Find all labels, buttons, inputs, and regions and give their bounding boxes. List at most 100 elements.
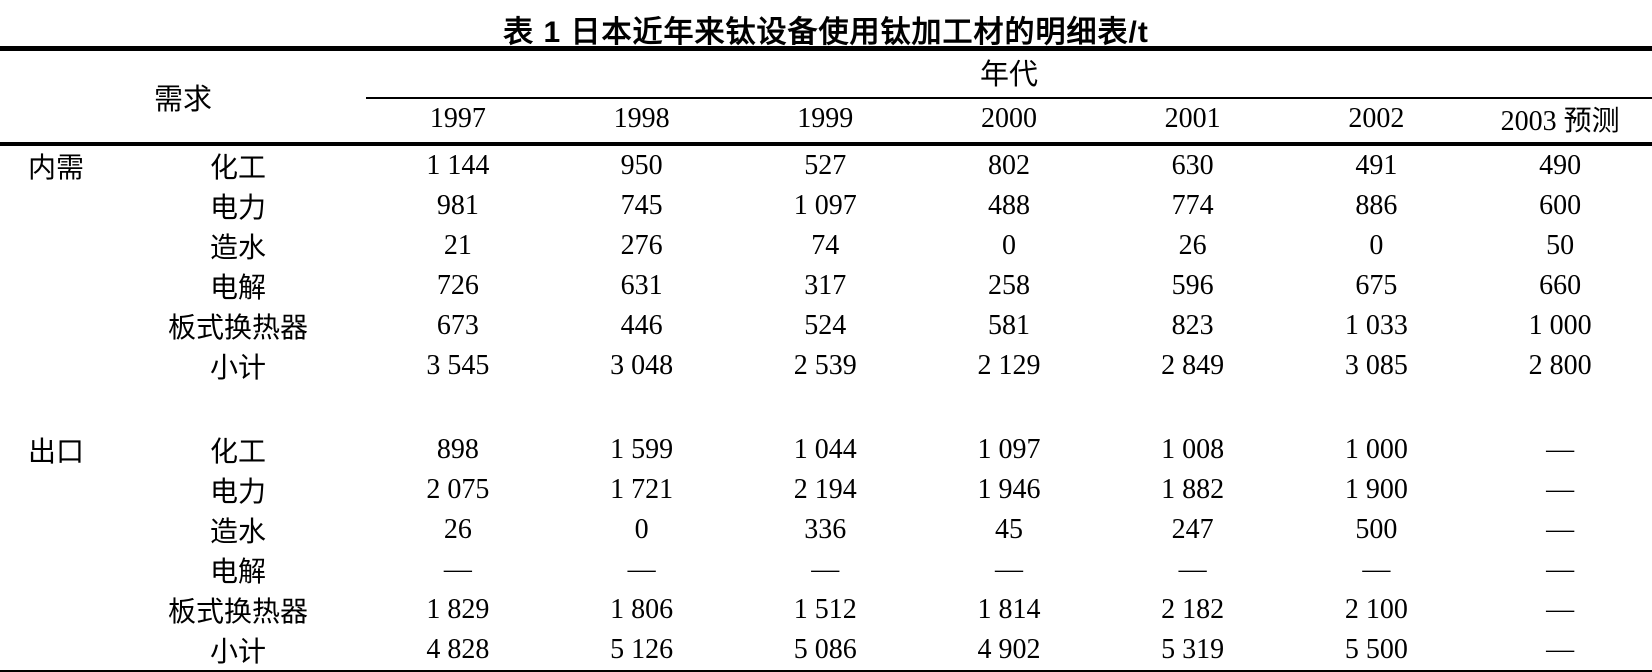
value-cell: 886	[1355, 190, 1398, 221]
value-cell: 4 902	[977, 634, 1041, 665]
value-cell: 630	[1171, 150, 1214, 181]
value-cell: 5 500	[1344, 634, 1408, 665]
value-cell: 446	[620, 310, 663, 341]
value-cell: 1 599	[610, 434, 674, 465]
section-label	[0, 590, 110, 630]
value-cell: 802	[987, 150, 1030, 181]
value-cell: —	[1178, 554, 1207, 585]
value-cell: 0	[1001, 230, 1016, 261]
table-row: 板式换热器 1 829 1 806 1 512 1 814 2 182 2 100 —	[0, 590, 1652, 630]
table-row: 出口 化工 898 1 599 1 044 1 097 1 008 1 000 —	[0, 430, 1652, 470]
value-cell: —	[1546, 594, 1575, 625]
value-cell: 1 806	[610, 594, 674, 625]
value-cell: 2 194	[793, 474, 857, 505]
value-cell: 1 946	[977, 474, 1041, 505]
section-spacer-row	[0, 386, 1652, 430]
value-cell: 1 097	[793, 190, 857, 221]
value-cell: 1 882	[1161, 474, 1225, 505]
value-cell: 0	[634, 514, 649, 545]
value-cell: 26	[1178, 230, 1207, 261]
value-cell: 2 129	[977, 350, 1041, 381]
value-cell: —	[443, 554, 472, 585]
value-cell: 1 000	[1528, 310, 1592, 341]
value-cell: 673	[436, 310, 479, 341]
value-cell: 981	[436, 190, 479, 221]
value-cell: 21	[443, 230, 472, 261]
table-row: 造水 21 276 74 0 26 0 50	[0, 226, 1652, 266]
column-header-era: 年代	[366, 48, 1652, 99]
value-cell: 2 182	[1161, 594, 1225, 625]
category-label: 造水	[210, 233, 267, 264]
column-header-year: 2003 预测	[1468, 98, 1652, 146]
category-label: 小计	[210, 637, 267, 668]
value-cell: 3 545	[426, 350, 490, 381]
table-title: 表 1 日本近年来钛设备使用钛加工材的明细表/t	[503, 16, 1149, 49]
column-header-year: 1999	[733, 98, 918, 146]
value-cell: 660	[1539, 270, 1582, 301]
value-cell: 823	[1171, 310, 1214, 341]
value-cell: —	[994, 554, 1023, 585]
category-label: 电解	[210, 273, 267, 304]
header-row-years: 1997 1998 1999 2000 2001 2002 2003 预测	[0, 98, 1652, 146]
value-cell: 1 721	[610, 474, 674, 505]
section-label	[0, 346, 110, 386]
value-cell: 1 033	[1344, 310, 1408, 341]
value-cell: 2 849	[1161, 350, 1225, 381]
value-cell: 1 814	[977, 594, 1041, 625]
table-row: 电力 2 075 1 721 2 194 1 946 1 882 1 900 —	[0, 470, 1652, 510]
value-cell: —	[1546, 634, 1575, 665]
category-label: 电力	[210, 193, 267, 224]
spacer-cell	[0, 386, 1652, 430]
table-row: 电解 — — — — — — —	[0, 550, 1652, 590]
value-cell: —	[1546, 554, 1575, 585]
value-cell: —	[1362, 554, 1391, 585]
value-cell: 5 126	[610, 634, 674, 665]
value-cell: 527	[804, 150, 847, 181]
section-label	[0, 266, 110, 306]
category-label: 电力	[210, 477, 267, 508]
value-cell: 317	[804, 270, 847, 301]
value-cell: 3 048	[610, 350, 674, 381]
value-cell: 5 319	[1161, 634, 1225, 665]
value-cell: 2 539	[793, 350, 857, 381]
table-header: 需求 年代 1997 1998 1999 2000 2001 2002 2003…	[0, 48, 1652, 146]
value-cell: 1 900	[1344, 474, 1408, 505]
category-label: 板式换热器	[168, 597, 309, 628]
value-cell: 276	[620, 230, 663, 261]
value-cell: 2 800	[1528, 350, 1592, 381]
table-row: 电力 981 745 1 097 488 774 886 600	[0, 186, 1652, 226]
value-cell: 2 100	[1344, 594, 1408, 625]
value-cell: —	[1546, 474, 1575, 505]
value-cell: 675	[1355, 270, 1398, 301]
category-label: 小计	[210, 353, 267, 384]
section-label	[0, 510, 110, 550]
value-cell: 600	[1539, 190, 1582, 221]
value-cell: 26	[443, 514, 472, 545]
value-cell: 336	[804, 514, 847, 545]
header-row-groups: 需求 年代	[0, 48, 1652, 146]
section-label: 出口	[28, 437, 85, 468]
value-cell: 1 008	[1161, 434, 1225, 465]
table-row: 电解 726 631 317 258 596 675 660	[0, 266, 1652, 306]
value-cell: 50	[1546, 230, 1575, 261]
column-header-year: 1998	[549, 98, 734, 146]
category-label: 造水	[210, 517, 267, 548]
table-row: 造水 26 0 336 45 247 500 —	[0, 510, 1652, 550]
section-label	[0, 550, 110, 590]
value-cell: 596	[1171, 270, 1214, 301]
value-cell: —	[1546, 514, 1575, 545]
value-cell: 74	[811, 230, 840, 261]
column-header-year: 2001	[1100, 98, 1285, 146]
column-header-year: 2002	[1284, 98, 1469, 146]
value-cell: 488	[987, 190, 1030, 221]
table-row: 内需 化工 1 144 950 527 802 630 491 490	[0, 144, 1652, 186]
section-label	[0, 470, 110, 510]
value-cell: 1 829	[426, 594, 490, 625]
section-label: 内需	[28, 153, 85, 184]
value-cell: 0	[1369, 230, 1384, 261]
value-cell: 490	[1539, 150, 1582, 181]
column-header-demand: 需求	[0, 48, 367, 146]
category-label: 板式换热器	[168, 313, 309, 344]
category-label: 电解	[210, 557, 267, 588]
